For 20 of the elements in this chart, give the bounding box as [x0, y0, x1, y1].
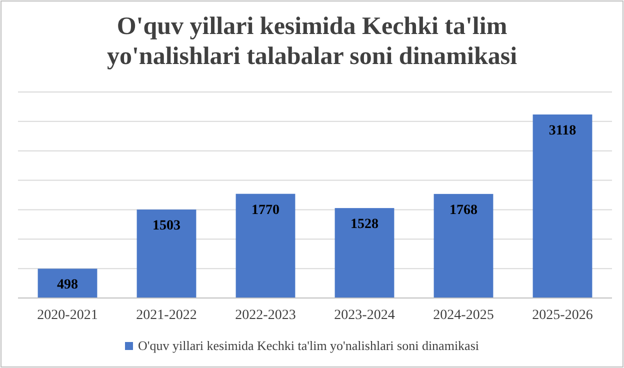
x-tick-label: 2024-2025	[433, 308, 494, 323]
bar	[236, 194, 296, 298]
bar	[532, 114, 592, 298]
x-tick-label: 2020-2021	[37, 308, 98, 323]
x-tick-label: 2025-2026	[532, 308, 593, 323]
data-label: 498	[57, 278, 78, 293]
bar	[38, 268, 98, 298]
legend-label: O'quv yillari kesimida Kechki ta'lim yo'nalishlari soni dinamikasi	[138, 338, 480, 353]
x-tick-label: 2021-2022	[136, 308, 197, 323]
chart-title: O'quv yillari kesimida Kechki ta'lim yo'nalishlari talabalar soni dinamikasi	[106, 13, 518, 70]
data-label: 1528	[350, 217, 378, 232]
data-label: 1768	[450, 202, 478, 218]
bar	[136, 210, 196, 298]
x-tick-label: 2022-2023	[235, 308, 296, 323]
x-tick-label: 2023-2024	[334, 308, 395, 323]
data-label: 3118	[548, 123, 576, 138]
bar	[434, 194, 494, 298]
data-label: 1503	[152, 218, 180, 234]
bar	[334, 208, 394, 298]
data-label: 1770	[252, 202, 280, 218]
